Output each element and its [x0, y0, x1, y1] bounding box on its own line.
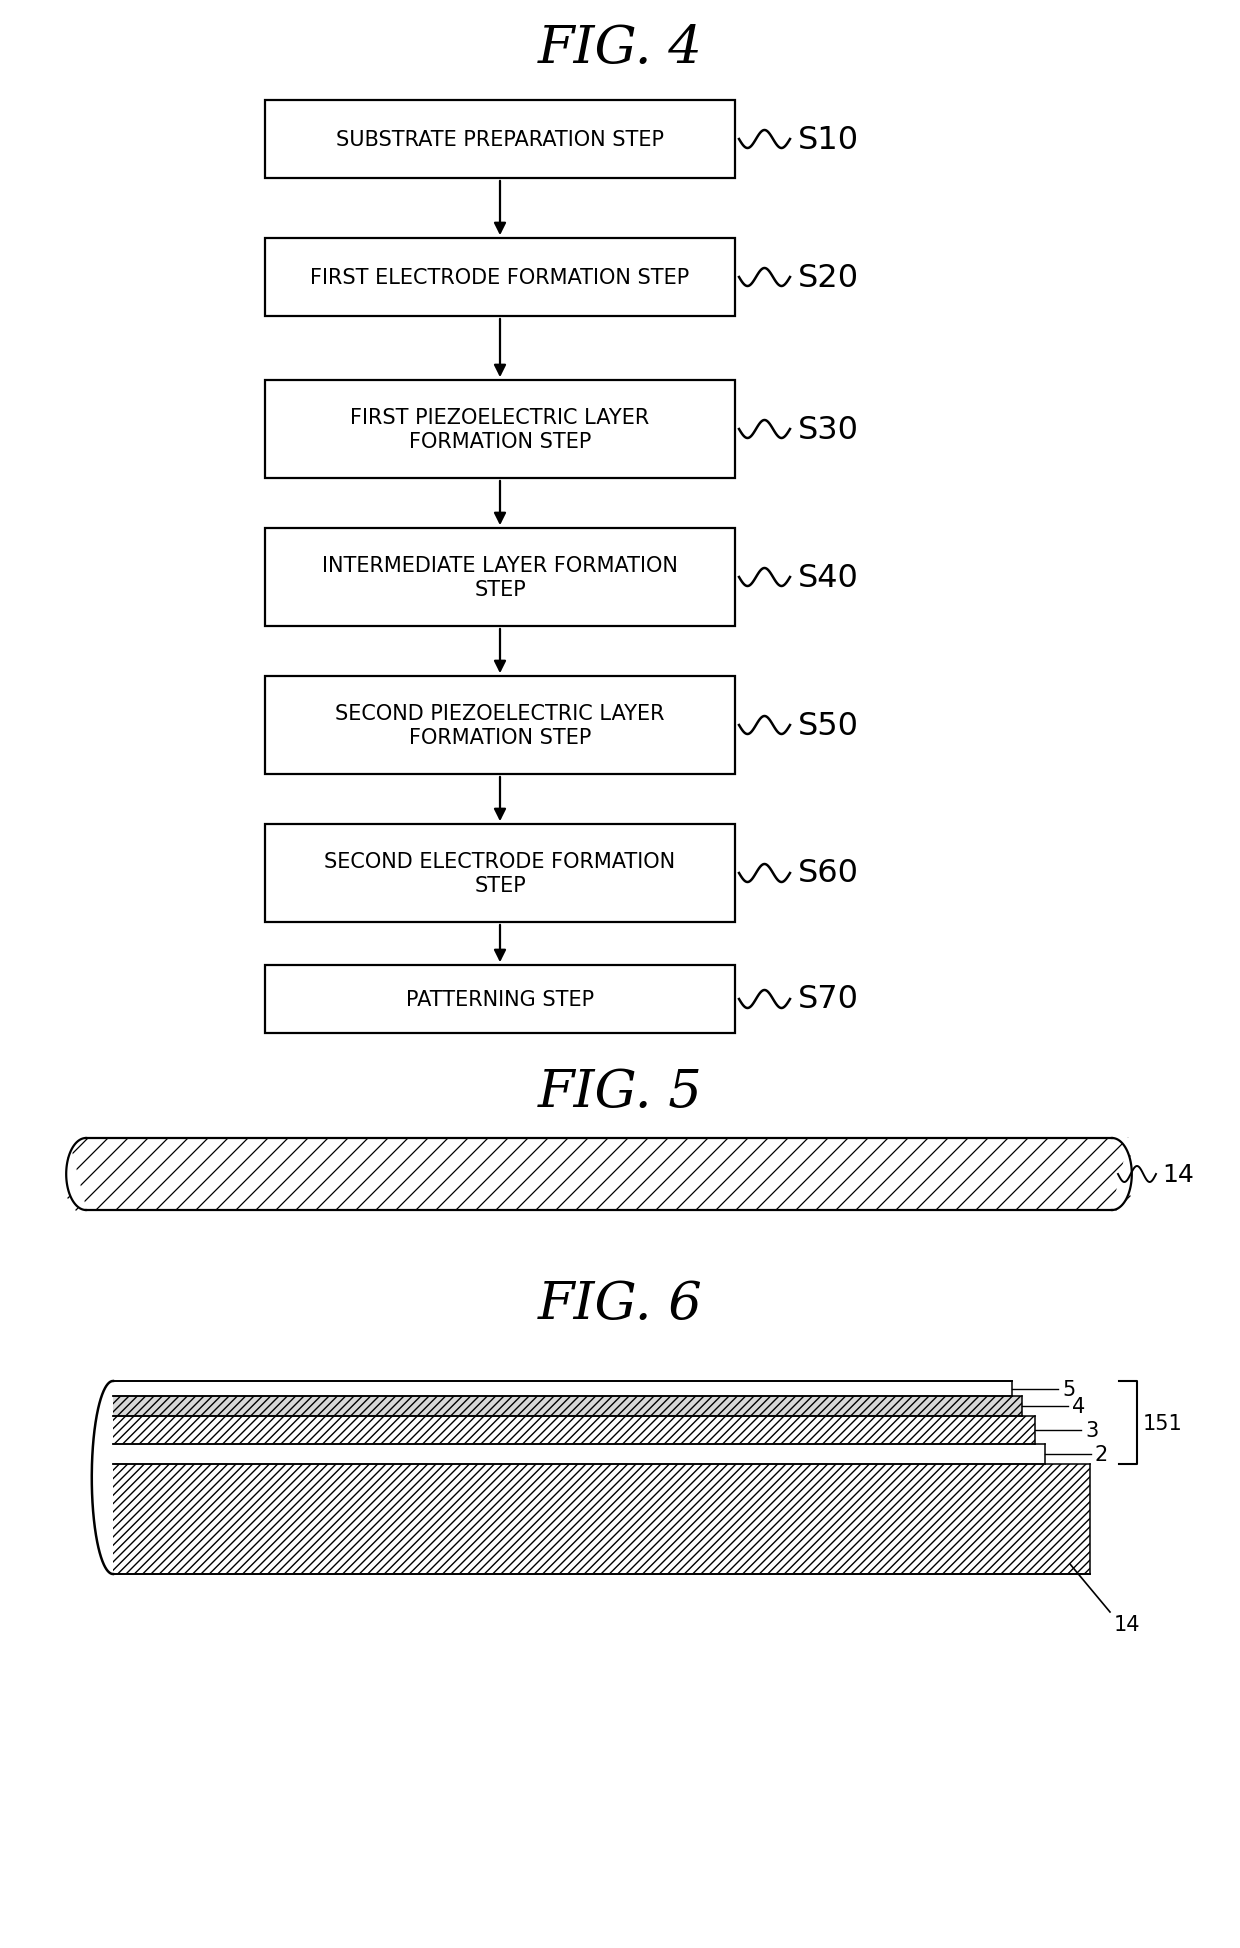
Text: 14: 14	[1162, 1163, 1194, 1186]
Polygon shape	[1112, 1138, 1132, 1210]
Bar	[113, 1465, 1090, 1574]
Bar	[265, 240, 735, 318]
Text: SECOND ELECTRODE FORMATION
STEP: SECOND ELECTRODE FORMATION STEP	[325, 851, 676, 896]
Text: 5: 5	[1061, 1379, 1075, 1399]
Text: S30: S30	[799, 415, 859, 446]
Text: FIG. 6: FIG. 6	[538, 1278, 702, 1330]
Bar	[113, 1397, 1022, 1416]
Text: S10: S10	[799, 125, 859, 156]
Bar	[113, 1443, 1045, 1465]
Text: 151: 151	[1143, 1412, 1183, 1434]
Text: S40: S40	[799, 563, 859, 594]
Bar	[265, 966, 735, 1034]
Text: S60: S60	[799, 857, 859, 888]
Bar	[113, 1416, 1035, 1443]
Text: S70: S70	[799, 984, 859, 1015]
Polygon shape	[66, 1138, 86, 1210]
Bar	[265, 380, 735, 479]
Text: FIG. 4: FIG. 4	[538, 23, 702, 74]
Bar	[68, 1138, 1130, 1210]
Bar	[113, 1465, 1090, 1574]
Bar	[113, 1416, 1035, 1443]
Text: SECOND PIEZOELECTRIC LAYER
FORMATION STEP: SECOND PIEZOELECTRIC LAYER FORMATION STE…	[335, 703, 665, 748]
Text: 4: 4	[1073, 1397, 1085, 1416]
Bar	[265, 824, 735, 923]
Text: FIG. 5: FIG. 5	[538, 1066, 702, 1116]
Text: FIRST PIEZOELECTRIC LAYER
FORMATION STEP: FIRST PIEZOELECTRIC LAYER FORMATION STEP	[351, 409, 650, 452]
Text: 3: 3	[1085, 1420, 1099, 1440]
Text: FIRST ELECTRODE FORMATION STEP: FIRST ELECTRODE FORMATION STEP	[310, 269, 689, 288]
Text: S20: S20	[799, 263, 859, 294]
Bar	[265, 101, 735, 179]
Text: INTERMEDIATE LAYER FORMATION
STEP: INTERMEDIATE LAYER FORMATION STEP	[322, 555, 678, 600]
Text: 2: 2	[1095, 1443, 1109, 1465]
Text: 14: 14	[1114, 1615, 1141, 1634]
Bar	[265, 676, 735, 775]
Text: PATTERNING STEP: PATTERNING STEP	[405, 990, 594, 1009]
Bar	[113, 1381, 1012, 1397]
Bar	[68, 1138, 1130, 1210]
Text: S50: S50	[799, 711, 859, 740]
Polygon shape	[68, 1381, 113, 1574]
Bar	[113, 1397, 1022, 1416]
Bar	[265, 528, 735, 627]
Text: SUBSTRATE PREPARATION STEP: SUBSTRATE PREPARATION STEP	[336, 131, 663, 150]
